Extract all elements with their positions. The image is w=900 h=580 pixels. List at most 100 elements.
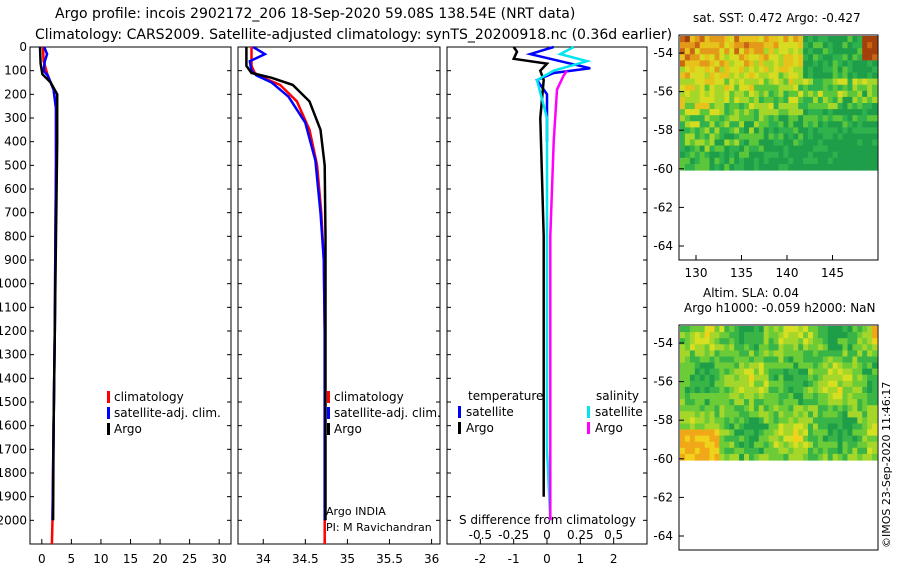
map-cell bbox=[694, 60, 701, 68]
map-cell bbox=[827, 368, 834, 376]
map-cell bbox=[832, 139, 839, 147]
map-cell bbox=[808, 344, 814, 351]
map-cell bbox=[822, 356, 829, 364]
map-cell bbox=[739, 163, 745, 171]
map-cell bbox=[862, 441, 868, 449]
map-cell bbox=[749, 157, 755, 165]
map-cell bbox=[704, 103, 711, 110]
depth-tick-label: 1600 bbox=[0, 419, 27, 433]
map-cell bbox=[862, 350, 868, 358]
x-tick-label: 35 bbox=[340, 552, 355, 566]
map-cell bbox=[872, 42, 878, 49]
map-cell bbox=[847, 386, 853, 394]
map-cell bbox=[729, 72, 735, 80]
map-cell bbox=[778, 115, 784, 122]
x-tick-label: 36 bbox=[424, 552, 439, 566]
map-cell bbox=[778, 90, 784, 98]
map-cell bbox=[719, 435, 725, 443]
map-cell bbox=[734, 145, 740, 153]
map-cell bbox=[788, 374, 794, 382]
map-cell bbox=[867, 42, 873, 49]
map-cell bbox=[734, 90, 740, 98]
map-cell bbox=[729, 423, 735, 431]
salinity-panel: Argo INDIA PI: M Ravichandran 34 34.5 35 35… bbox=[237, 45, 441, 566]
map-cell bbox=[837, 121, 844, 128]
map-cell bbox=[694, 356, 701, 364]
map-cell bbox=[817, 145, 824, 153]
map-cell bbox=[680, 374, 686, 382]
map-cell bbox=[689, 447, 696, 455]
map-cell bbox=[852, 96, 858, 104]
map-cell bbox=[684, 103, 691, 110]
legend-swatch bbox=[107, 391, 110, 403]
map-cell bbox=[803, 368, 809, 376]
map-y-tick-label: -64 bbox=[653, 529, 673, 543]
map-cell bbox=[867, 103, 873, 110]
map-cell bbox=[842, 157, 848, 165]
map-cell bbox=[857, 429, 863, 437]
map-cell bbox=[768, 374, 775, 382]
depth-tick-label: 800 bbox=[4, 229, 27, 243]
x-tick-label: 34.5 bbox=[292, 552, 319, 566]
map-cell bbox=[714, 417, 720, 425]
map-cell bbox=[793, 96, 799, 104]
map-cell bbox=[803, 350, 809, 358]
map-cell bbox=[867, 405, 873, 412]
map-cell bbox=[817, 121, 824, 128]
map-cell bbox=[729, 399, 735, 406]
map-cell bbox=[758, 96, 765, 104]
map-cell bbox=[699, 405, 706, 412]
map-cell bbox=[832, 332, 839, 339]
map-cell bbox=[763, 78, 770, 86]
map-cell bbox=[773, 356, 780, 364]
map-cell bbox=[798, 423, 804, 431]
map-cell bbox=[842, 429, 848, 437]
series-line-t-argo bbox=[511, 46, 550, 497]
map-y-tick-label: -58 bbox=[653, 413, 673, 427]
salinity-panel-frame bbox=[237, 46, 441, 545]
map-cell bbox=[739, 109, 745, 116]
map-cell bbox=[753, 48, 760, 55]
map-cell bbox=[822, 145, 829, 153]
legend-header-salinity: salinity bbox=[596, 389, 639, 403]
map-cell bbox=[753, 139, 760, 147]
map-cell bbox=[813, 326, 819, 333]
x-tick-label: 34 bbox=[256, 552, 271, 566]
map-cell bbox=[847, 441, 853, 449]
map-cell bbox=[822, 362, 829, 370]
map-cell bbox=[758, 60, 765, 68]
map-cell bbox=[768, 145, 775, 153]
map-cell bbox=[719, 36, 725, 43]
map-cell bbox=[684, 121, 691, 128]
map-cell bbox=[842, 332, 848, 339]
map-cell bbox=[699, 42, 706, 49]
map-cell bbox=[783, 127, 789, 135]
map-cell bbox=[783, 441, 789, 449]
map-cell bbox=[689, 374, 696, 382]
depth-tick-label: 1000 bbox=[0, 277, 27, 291]
map-cell bbox=[684, 344, 691, 351]
map-cell bbox=[817, 60, 824, 68]
map-cell bbox=[837, 368, 844, 376]
map-cell bbox=[763, 356, 770, 364]
map-cell bbox=[689, 356, 696, 364]
map-cell bbox=[832, 380, 839, 388]
map-cell bbox=[813, 36, 819, 43]
map-cell bbox=[808, 115, 814, 122]
legend-swatch bbox=[327, 407, 330, 419]
map-cell bbox=[729, 447, 735, 455]
map-cell bbox=[694, 386, 701, 394]
map-cell bbox=[813, 405, 819, 412]
map-cell bbox=[744, 36, 750, 43]
map-cell bbox=[813, 133, 819, 141]
map-cell bbox=[847, 48, 853, 55]
map-cell bbox=[862, 133, 868, 141]
map-cell bbox=[837, 66, 844, 74]
map-cell bbox=[694, 429, 701, 437]
map-cell bbox=[817, 356, 824, 364]
map-cell bbox=[689, 423, 696, 431]
map-cell bbox=[872, 151, 878, 159]
map-cell bbox=[798, 36, 804, 43]
map-cell bbox=[827, 417, 834, 425]
map-cell bbox=[813, 84, 819, 92]
